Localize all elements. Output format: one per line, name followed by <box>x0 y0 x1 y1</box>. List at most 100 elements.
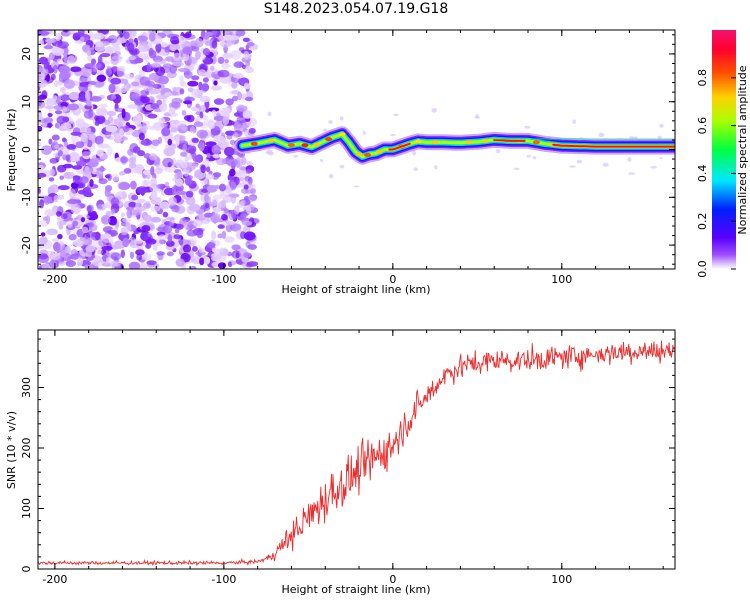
noise-speckle <box>188 155 193 160</box>
noise-speckle <box>106 66 112 71</box>
noise-speckle <box>78 122 90 127</box>
colorbar-label: Normalized spectral amplitude <box>736 65 749 234</box>
noise-speckle <box>60 87 66 93</box>
stray-speckle <box>632 136 638 139</box>
noise-speckle <box>41 263 51 269</box>
noise-speckle <box>167 138 173 146</box>
y-tick-label: 200 <box>20 437 33 458</box>
noise-speckle <box>126 209 132 219</box>
noise-speckle <box>62 137 67 142</box>
x-tick-label: 0 <box>389 273 396 286</box>
noise-speckle <box>244 82 249 88</box>
noise-speckle <box>167 161 172 168</box>
x-tick-label: -200 <box>42 573 67 586</box>
noise-speckle <box>94 135 104 145</box>
noise-speckle <box>93 32 105 40</box>
noise-speckle <box>44 105 55 110</box>
noise-speckle <box>203 158 210 168</box>
noise-speckle <box>175 136 180 146</box>
noise-speckle <box>246 205 252 215</box>
noise-speckle <box>220 107 231 115</box>
noise-speckle <box>221 230 227 239</box>
noise-speckle <box>94 115 99 121</box>
noise-speckle <box>92 256 104 267</box>
stray-speckle <box>246 161 253 166</box>
noise-speckle <box>144 80 155 87</box>
noise-speckle <box>191 137 199 143</box>
noise-speckle <box>52 241 61 252</box>
noise-speckle <box>41 90 48 99</box>
noise-speckle <box>243 184 249 190</box>
noise-speckle <box>53 80 59 88</box>
noise-speckle <box>38 188 41 195</box>
noise-speckle <box>131 194 139 201</box>
noise-speckle <box>152 122 165 130</box>
signal-hotspot <box>313 142 321 147</box>
noise-speckle <box>129 209 142 216</box>
noise-speckle <box>130 80 141 91</box>
noise-speckle <box>141 225 151 232</box>
noise-speckle <box>38 70 42 80</box>
noise-speckle <box>91 58 96 65</box>
noise-speckle <box>145 238 157 245</box>
noise-speckle <box>211 40 218 49</box>
noise-speckle <box>179 80 186 87</box>
y-tick-label: 100 <box>20 498 33 519</box>
noise-speckle <box>147 113 158 119</box>
noise-speckle <box>152 245 158 251</box>
signal-hotspot <box>355 152 363 157</box>
noise-speckle <box>235 252 240 259</box>
noise-speckle <box>106 110 117 117</box>
noise-speckle <box>125 82 130 92</box>
noise-speckle <box>240 213 248 218</box>
signal-hotspot <box>375 149 383 154</box>
noise-speckle <box>113 51 121 57</box>
noise-speckle <box>191 75 200 81</box>
noise-speckle <box>128 261 141 269</box>
noise-speckle <box>231 244 241 251</box>
x-tick-label: -100 <box>211 573 236 586</box>
noise-speckle <box>245 168 252 174</box>
noise-speckle <box>83 110 93 119</box>
noise-speckle <box>192 227 204 236</box>
x-tick-label: 100 <box>551 573 572 586</box>
stray-speckle <box>628 172 636 175</box>
noise-speckle <box>150 103 160 110</box>
noise-speckle <box>230 49 242 60</box>
noise-speckle <box>174 228 180 234</box>
noise-speckle <box>204 193 209 203</box>
noise-speckle <box>241 220 253 226</box>
noise-speckle <box>219 40 232 48</box>
stray-speckle <box>513 167 520 170</box>
noise-speckle <box>237 91 243 101</box>
noise-speckle <box>165 56 175 62</box>
noise-speckle <box>124 74 135 80</box>
colorbar-tick-label: 0.4 <box>696 165 709 183</box>
noise-speckle <box>62 116 70 123</box>
colorbar: 0.0 0.2 0.4 0.6 0.8 Normalized spectral ampl… <box>696 30 749 278</box>
noise-speckle <box>52 46 65 56</box>
noise-speckle <box>84 165 90 171</box>
y-tick-label: 300 <box>20 377 33 398</box>
noise-speckle <box>89 179 94 187</box>
noise-speckle <box>57 150 64 157</box>
noise-speckle <box>45 38 56 43</box>
noise-speckle <box>85 245 96 253</box>
noise-speckle <box>70 131 82 136</box>
signal-hotspot <box>287 143 295 148</box>
noise-speckle <box>136 198 146 204</box>
noise-speckle <box>67 220 73 228</box>
noise-speckle <box>95 41 104 48</box>
stray-speckle <box>266 151 270 154</box>
noise-speckle <box>185 239 192 246</box>
noise-speckle <box>63 171 75 180</box>
noise-speckle <box>146 260 157 266</box>
noise-speckle <box>176 223 184 230</box>
stray-speckle <box>328 120 333 124</box>
noise-speckle <box>194 38 204 48</box>
stray-speckle <box>627 157 632 162</box>
noise-speckle <box>201 188 209 193</box>
noise-speckle <box>49 259 58 269</box>
noise-speckle <box>155 66 166 77</box>
